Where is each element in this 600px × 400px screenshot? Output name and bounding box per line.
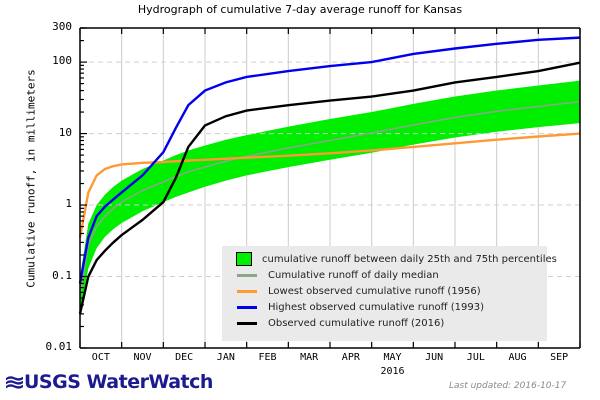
y-axis-ticks: 0.01 0.1 1 10 100 300 xyxy=(0,0,78,400)
y-tick-label: 1 xyxy=(65,197,72,211)
x-tick-label-may: MAY xyxy=(383,352,402,363)
y-tick-label: 100 xyxy=(52,54,72,68)
legend-item[interactable]: Observed cumulative runoff (2016) xyxy=(222,315,547,331)
legend-swatch-icon xyxy=(236,273,258,277)
usgs-waterwatch-logo: USGS WaterWatch xyxy=(6,371,213,393)
x-tick-label-sep: SEP xyxy=(550,352,569,363)
x-tick-label-aug: AUG xyxy=(508,352,527,363)
legend-label: Lowest observed cumulative runoff (1956) xyxy=(268,285,481,297)
legend-item[interactable]: Lowest observed cumulative runoff (1956) xyxy=(222,283,547,299)
x-tick-label-jul: JUL xyxy=(466,352,485,363)
page-title: Hydrograph of cumulative 7-day average r… xyxy=(137,3,463,16)
legend-item[interactable]: Cumulative runoff of daily median xyxy=(222,267,547,283)
y-tick-label: 300 xyxy=(52,20,72,33)
legend-swatch-icon xyxy=(236,289,258,293)
legend-label: cumulative runoff between daily 25th and… xyxy=(262,253,557,265)
x-tick-label-nov: NOV xyxy=(133,352,152,363)
x-tick-label-mar: MAR xyxy=(300,352,319,363)
y-tick-label: 0.01 xyxy=(45,340,73,353)
y-tick-label: 0.1 xyxy=(52,268,72,282)
x-tick-label-feb: FEB xyxy=(258,352,277,363)
legend-item[interactable]: cumulative runoff between daily 25th and… xyxy=(222,251,557,267)
legend-swatch-icon xyxy=(236,321,258,325)
usgs-logo-text: USGS WaterWatch xyxy=(24,371,213,393)
usgs-wave-icon xyxy=(6,373,23,389)
legend-swatch-icon xyxy=(236,305,258,309)
legend-label: Cumulative runoff of daily median xyxy=(268,269,439,281)
x-tick-label-jan: JAN xyxy=(216,352,235,363)
x-tick-label-jun: JUN xyxy=(425,352,444,363)
x-axis-year-label: 2016 xyxy=(380,366,405,377)
legend-label: Highest observed cumulative runoff (1993… xyxy=(268,301,484,313)
x-tick-label-oct: OCT xyxy=(91,352,110,363)
last-updated-text: Last updated: 2016-10-17 xyxy=(449,381,567,391)
y-tick-label: 10 xyxy=(58,125,72,139)
legend-swatch-icon xyxy=(236,252,252,266)
x-tick-label-dec: DEC xyxy=(175,352,194,363)
legend-item[interactable]: Highest observed cumulative runoff (1993… xyxy=(222,299,547,315)
chart-legend: cumulative runoff between daily 25th and… xyxy=(222,246,557,341)
legend-label: Observed cumulative runoff (2016) xyxy=(268,317,445,329)
x-tick-label-apr: APR xyxy=(341,352,360,363)
